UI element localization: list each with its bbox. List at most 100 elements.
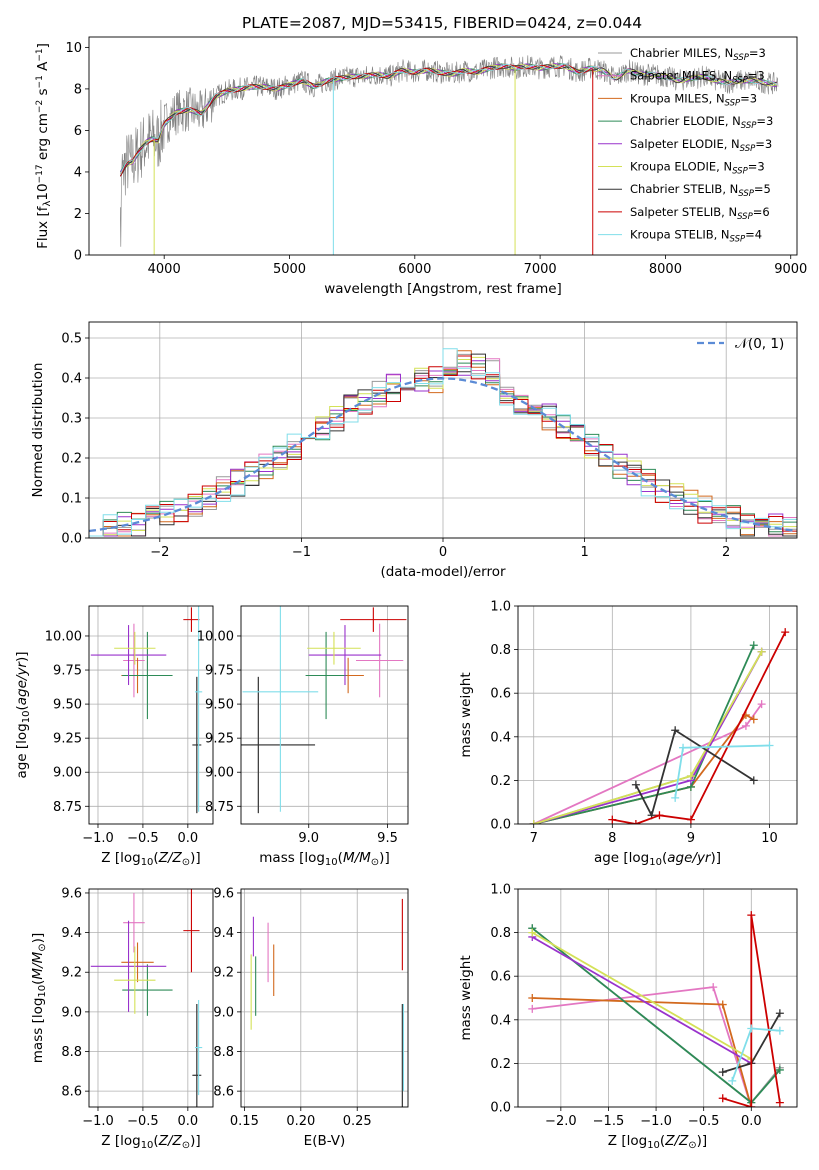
error-bar-point [241, 676, 316, 814]
legend-entry: Salpeter ELODIE, NSSP=3 [630, 137, 772, 154]
gridlines [518, 888, 797, 1108]
y-tick-label: 0.5 [61, 332, 82, 347]
x-tick-label: −0.5 [688, 1114, 720, 1129]
mass-weight-marker [749, 641, 758, 650]
gridlines [89, 606, 213, 824]
mass-weight-line [531, 936, 752, 1065]
y-tick-label: 1.0 [490, 600, 511, 615]
spectrum-panel: 4000 5000 6000 7000 8000 9000 0 2 4 6 8 10 Chabrier … [35, 36, 807, 297]
mass-weight-marker [749, 715, 758, 724]
y-tick-label: 9.25 [205, 732, 234, 747]
y-axis-label: mass weight [458, 672, 474, 757]
y-tick-label: 9.50 [205, 698, 234, 713]
x-tick-label: 0.0 [741, 1114, 762, 1129]
age-vs-Z-panel: −1.0 −0.5 0.0 8.75 9.00 9.25 9.50 9.75 10.00 Z [l… [14, 605, 214, 868]
mass-weight-marker [775, 1098, 784, 1107]
mass-weight-marker [765, 741, 774, 750]
y-tick-label: 9.2 [213, 966, 234, 981]
y-tick-label: 9.50 [53, 698, 82, 713]
mass-weight-marker [528, 928, 537, 937]
x-tick-label: −0.5 [127, 831, 159, 846]
x-tick-label: 0.0 [177, 1114, 198, 1129]
mass-weight-marker [718, 1068, 727, 1077]
y-tick-label: 10 [65, 41, 82, 56]
mass-weight-marker [718, 1094, 727, 1103]
y-tick-label: 0.2 [490, 774, 511, 789]
model-spectrum-line [119, 64, 778, 177]
x-tick-label: −1.0 [640, 1114, 672, 1129]
error-bar-point [123, 892, 145, 953]
error-bar-point [192, 1003, 202, 1107]
mass-vs-EBV-panel: 0.15 0.20 0.25 8.6 8.8 9.0 9.2 9.4 9.6 E(B-V) [213, 886, 409, 1149]
y-tick-label: 9.4 [61, 926, 82, 941]
error-bar-point [90, 625, 167, 686]
mass-weight-marker [671, 793, 680, 802]
y-tick-label: 9.4 [213, 926, 234, 941]
error-bar-point [195, 606, 203, 812]
model-spectrum-line [119, 64, 777, 177]
x-tick-label: 4000 [148, 262, 181, 277]
error-bar-point [90, 920, 167, 1012]
axes-frame [88, 36, 798, 256]
y-tick-label: 9.75 [205, 664, 234, 679]
error-bar-point [114, 946, 156, 1014]
y-tick-label: 0.2 [61, 452, 82, 467]
legend-entry: Kroupa STELIB, NSSP=4 [630, 228, 762, 245]
mass-vs-Z-panel: −1.0 −0.5 0.0 8.6 8.8 9.0 9.2 9.4 9.6 Z [log10(Z/… [30, 886, 214, 1151]
mass-weight-marker [747, 911, 756, 920]
gaussian-curve [89, 377, 795, 533]
mass-weight-marker [718, 1000, 727, 1009]
residual-histogram-step [89, 348, 797, 537]
error-bar-point [307, 631, 361, 665]
x-axis-label: Z [log10(Z/Z⊙)] [608, 1133, 707, 1151]
y-tick-label: 0.4 [490, 1013, 511, 1028]
mass-weight-marker [757, 647, 766, 656]
y-tick-label: 0.8 [490, 926, 511, 941]
y-tick-label: 0.4 [61, 372, 82, 387]
mass-weight-marker [757, 700, 766, 709]
plot-area [518, 889, 797, 1107]
age-vs-mass-panel: 9.0 9.5 8.75 9.00 9.25 9.50 9.75 10.00 mass [log… [197, 605, 409, 868]
y-tick-label: 6 [74, 124, 82, 139]
y-tick-label: 0 [74, 249, 82, 264]
gridlines [89, 889, 213, 1107]
plot-marks [529, 628, 790, 824]
gridlines [241, 606, 408, 824]
x-axis-label: mass [log10(M/M⊙)] [259, 850, 389, 868]
plot-area [241, 889, 408, 1107]
residual-histogram-panel: −2 −1 0 1 2 0.0 0.1 0.2 0.3 0.4 0.5 𝒩(0, 1) (data-mo… [30, 321, 798, 580]
x-axis-label: Z [log10(Z/Z⊙)] [101, 1133, 200, 1151]
x-tick-label: 10 [761, 831, 778, 846]
axes-frame [88, 605, 214, 825]
error-bar-point [122, 964, 173, 1016]
y-tick-label: 8 [74, 82, 82, 97]
y-tick-label: 0.4 [490, 730, 511, 745]
legend-entry: Chabrier STELIB, NSSP=5 [630, 182, 771, 199]
x-tick-label: 7 [530, 831, 538, 846]
x-tick-label: 0 [439, 545, 447, 560]
x-axis-label: E(B-V) [304, 1133, 346, 1149]
y-tick-label: 8.8 [61, 1045, 82, 1060]
axes-frame [240, 888, 409, 1108]
y-tick-label: 0.6 [490, 970, 511, 985]
mass-weight-marker [528, 994, 537, 1002]
mass-weight-vs-Z-panel: −2.0 −1.5 −1.0 −0.5 0.0 0.0 0.2 0.4 0.6 0.8 1.0 Z [… [458, 883, 798, 1151]
x-tick-label: 9.5 [377, 831, 398, 846]
model-spectrum-line [119, 64, 592, 177]
mass-weight-marker [631, 820, 640, 824]
x-tick-label: 9000 [774, 262, 807, 277]
mass-weight-marker [775, 1065, 784, 1074]
legend-entry: Salpeter MILES, NSSP=3 [630, 69, 765, 86]
y-tick-label: 9.6 [61, 886, 82, 901]
plot-marks [89, 348, 797, 537]
y-tick-label: 2 [74, 207, 82, 222]
error-bar-point [123, 623, 145, 698]
residual-histogram-step [89, 356, 797, 537]
y-axis-label: age [log10(age/yr)] [14, 651, 32, 778]
y-tick-label: 0.0 [490, 1101, 511, 1116]
axes-frame [88, 888, 214, 1108]
plot-marks [119, 55, 779, 255]
plot-marks [241, 606, 407, 814]
error-bar-point [308, 625, 382, 686]
